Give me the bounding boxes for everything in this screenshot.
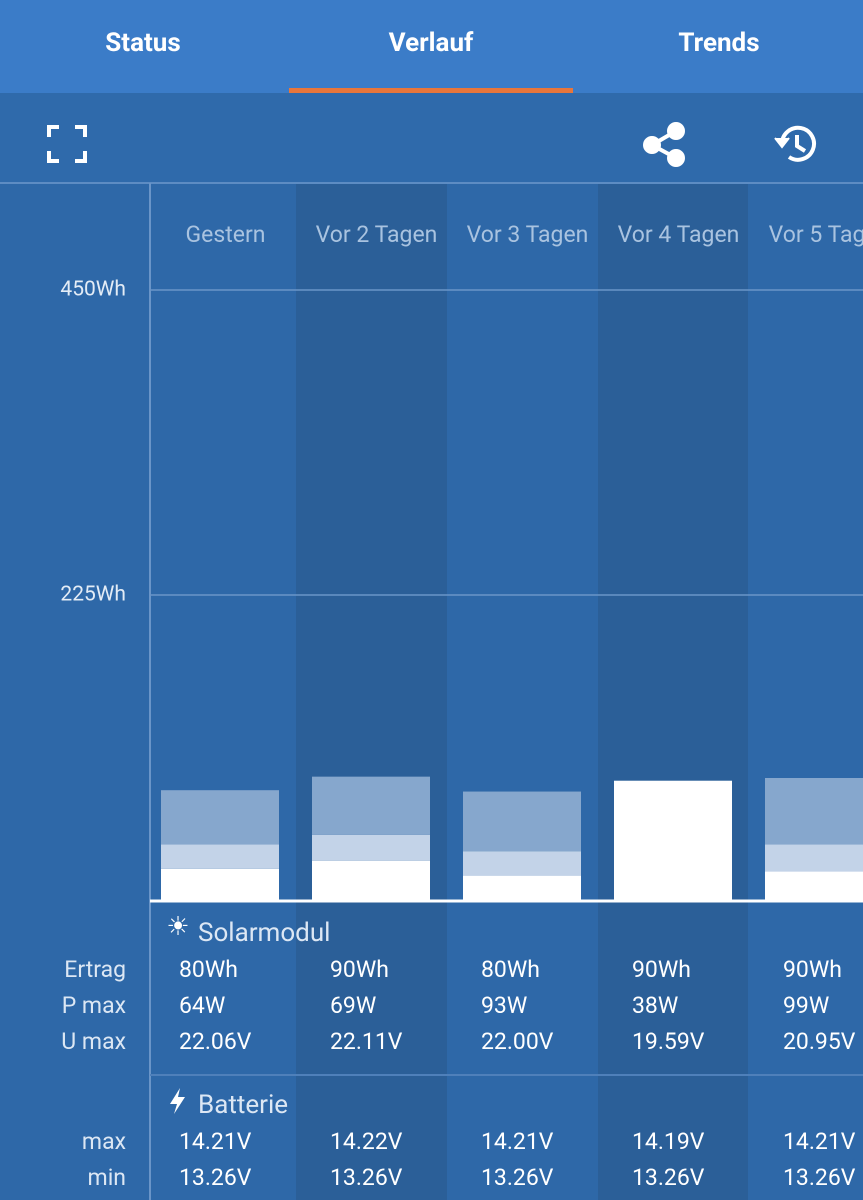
tab[interactable]: Verlauf bbox=[389, 28, 474, 58]
fullscreen-icon[interactable] bbox=[47, 125, 87, 163]
cell: 69W bbox=[330, 992, 376, 1019]
bar-segment bbox=[312, 776, 430, 835]
row-label: U max bbox=[61, 1028, 126, 1055]
cell: 19.59V bbox=[632, 1028, 705, 1055]
sun-icon: ☀ bbox=[166, 912, 189, 942]
bar-segment bbox=[765, 778, 863, 845]
cell: 90Wh bbox=[632, 956, 691, 983]
cell: 14.21V bbox=[783, 1128, 856, 1155]
x-tick-label: Vor 2 Tagen bbox=[316, 221, 438, 248]
tab[interactable]: Trends bbox=[678, 28, 759, 58]
column-band bbox=[296, 183, 447, 1200]
column-band bbox=[598, 183, 748, 1200]
x-tick-label: Vor 5 Tagen bbox=[769, 221, 863, 248]
row-label: min bbox=[88, 1164, 126, 1191]
cell: 14.22V bbox=[330, 1128, 403, 1155]
tab-indicator bbox=[289, 88, 573, 93]
cell: 22.06V bbox=[179, 1028, 252, 1055]
cell: 93W bbox=[481, 992, 527, 1019]
y-tick-label: 225Wh bbox=[60, 583, 126, 607]
cell: 20.95V bbox=[783, 1028, 856, 1055]
bar-segment bbox=[463, 875, 581, 900]
cell: 80Wh bbox=[481, 956, 540, 983]
section-title: Batterie bbox=[198, 1090, 288, 1120]
cell: 14.19V bbox=[632, 1128, 705, 1155]
tab-bar bbox=[0, 0, 863, 93]
cell: 13.26V bbox=[179, 1164, 252, 1191]
row-label: P max bbox=[62, 992, 126, 1019]
cell: 13.26V bbox=[481, 1164, 554, 1191]
row-label: max bbox=[82, 1128, 126, 1155]
bar-segment bbox=[312, 860, 430, 900]
tab[interactable]: Status bbox=[105, 28, 180, 58]
bolt-icon bbox=[170, 1088, 185, 1114]
y-tick-label: 450Wh bbox=[60, 278, 126, 302]
x-tick-label: Gestern bbox=[186, 221, 266, 248]
bar-segment bbox=[463, 851, 581, 876]
bar-segment bbox=[161, 790, 279, 845]
cell: 14.21V bbox=[179, 1128, 252, 1155]
bar-segment bbox=[463, 791, 581, 852]
history-icon[interactable] bbox=[774, 125, 816, 162]
cell: 13.26V bbox=[632, 1164, 705, 1191]
cell: 13.26V bbox=[330, 1164, 403, 1191]
toolbar bbox=[0, 93, 863, 183]
share-icon[interactable] bbox=[643, 122, 685, 167]
bar-segment bbox=[161, 844, 279, 869]
cell: 22.11V bbox=[330, 1028, 403, 1055]
row-label: Ertrag bbox=[64, 956, 126, 983]
cell: 13.26V bbox=[783, 1164, 856, 1191]
cell: 22.00V bbox=[481, 1028, 554, 1055]
bar-segment bbox=[765, 844, 863, 872]
cell: 64W bbox=[179, 992, 225, 1019]
cell: 80Wh bbox=[179, 956, 238, 983]
cell: 90Wh bbox=[330, 956, 389, 983]
section-title: Solarmodul bbox=[198, 918, 331, 948]
bar-segment bbox=[614, 780, 732, 900]
bar-segment bbox=[312, 834, 430, 861]
cell: 90Wh bbox=[783, 956, 842, 983]
x-tick-label: Vor 4 Tagen bbox=[618, 221, 740, 248]
cell: 99W bbox=[783, 992, 829, 1019]
cell: 38W bbox=[632, 992, 678, 1019]
x-tick-label: Vor 3 Tagen bbox=[467, 221, 589, 248]
bar-segment bbox=[161, 868, 279, 900]
bar-segment bbox=[765, 871, 863, 900]
cell: 14.21V bbox=[481, 1128, 554, 1155]
